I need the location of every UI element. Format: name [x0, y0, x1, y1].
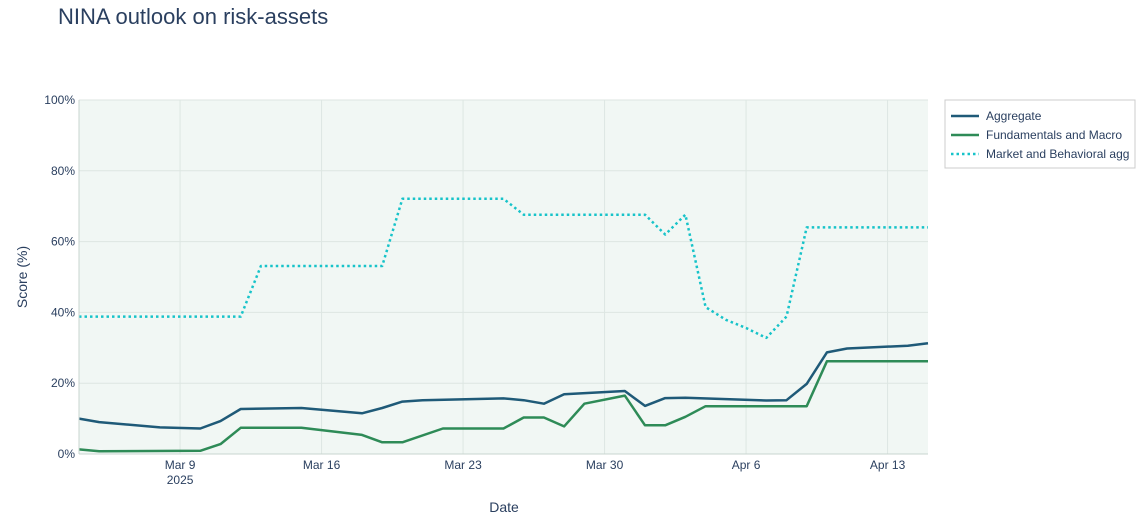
plot-background — [79, 100, 928, 454]
y-tick-label: 100% — [44, 93, 75, 107]
grid-lines — [79, 99, 928, 454]
x-tick-label: Mar 30 — [586, 458, 624, 472]
y-tick-label: 0% — [58, 447, 76, 461]
y-axis-title: Score (%) — [14, 246, 30, 308]
x-tick-label: Mar 9 — [165, 458, 196, 472]
series-lines — [78, 197, 929, 453]
x-tick-label: Apr 13 — [870, 458, 906, 472]
x-tick-sublabel: 2025 — [167, 473, 194, 487]
series-line-fundamentals — [78, 360, 928, 453]
legend-label-market: Market and Behavioral agg — [986, 147, 1129, 161]
legend: Aggregate Fundamentals and Macro Market … — [944, 99, 1136, 169]
legend-label-aggregate: Aggregate — [986, 109, 1042, 123]
y-tick-label: 20% — [51, 376, 75, 390]
y-tick-label: 80% — [51, 164, 75, 178]
x-tick-label: Apr 6 — [732, 458, 761, 472]
chart-title: NINA outlook on risk-assets — [58, 4, 329, 29]
y-tick-label: 40% — [51, 305, 75, 319]
y-tick-label: 60% — [51, 235, 75, 249]
x-tick-label: Mar 23 — [444, 458, 482, 472]
series-line-aggregate — [78, 341, 929, 430]
x-axis-title: Date — [489, 499, 519, 515]
series-line-market — [79, 197, 928, 340]
x-tick-label: Mar 16 — [303, 458, 341, 472]
legend-label-fundamentals: Fundamentals and Macro — [986, 128, 1122, 142]
